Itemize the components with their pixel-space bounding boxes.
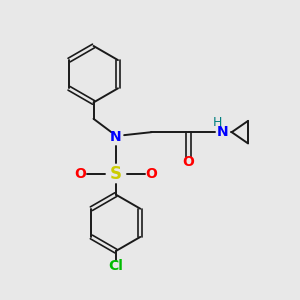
Text: O: O bbox=[74, 167, 86, 181]
Text: N: N bbox=[217, 125, 229, 139]
Text: Cl: Cl bbox=[108, 259, 123, 273]
Text: O: O bbox=[183, 155, 195, 169]
Text: S: S bbox=[110, 165, 122, 183]
Text: O: O bbox=[146, 167, 158, 181]
Text: N: N bbox=[110, 130, 122, 144]
Text: H: H bbox=[213, 116, 222, 129]
